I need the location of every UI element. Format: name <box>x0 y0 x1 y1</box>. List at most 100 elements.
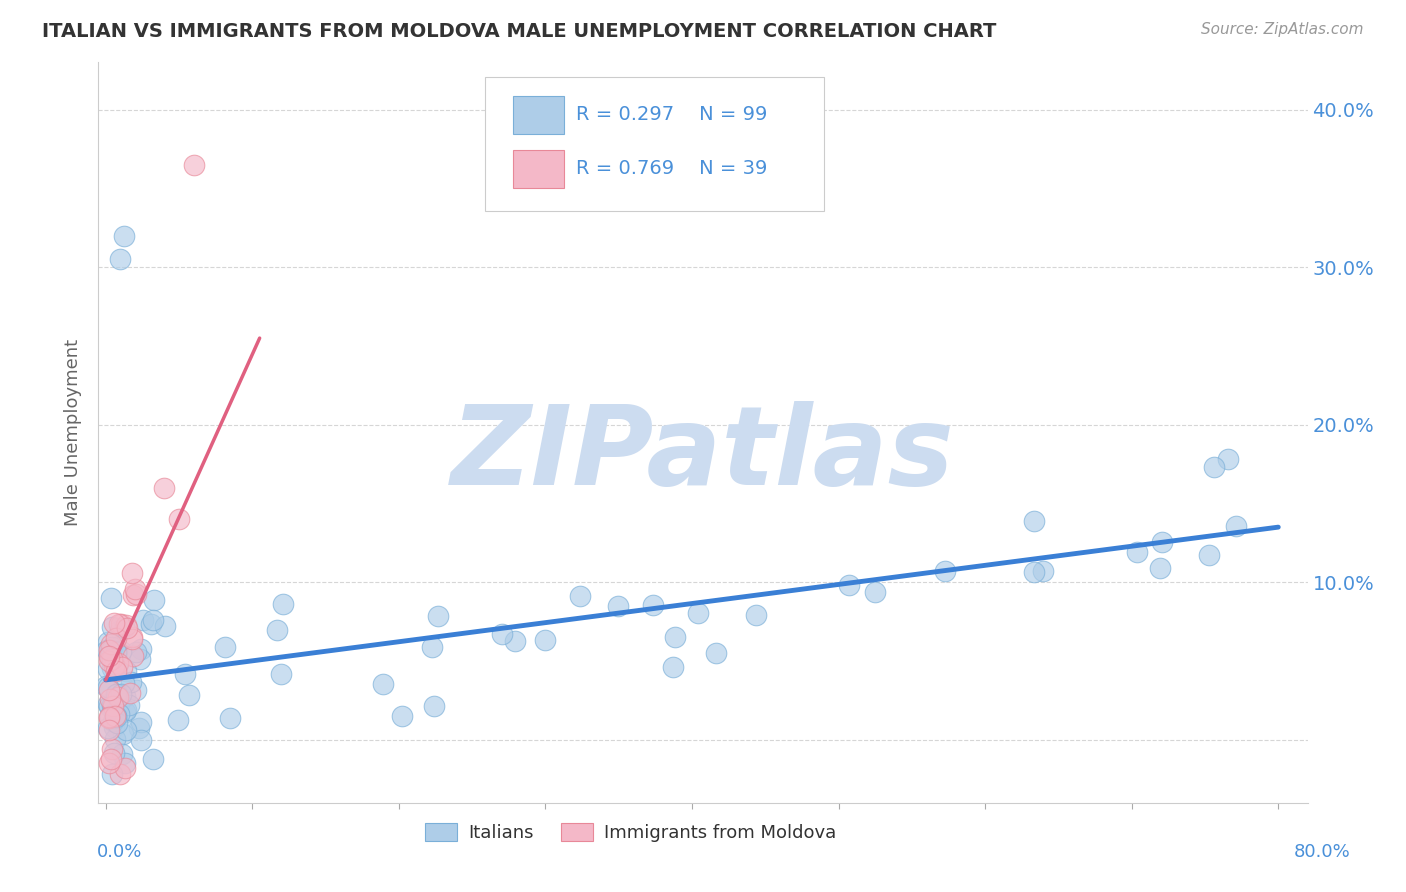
Point <box>100 752 122 766</box>
Text: Source: ZipAtlas.com: Source: ZipAtlas.com <box>1201 22 1364 37</box>
Text: R = 0.769    N = 39: R = 0.769 N = 39 <box>576 159 768 178</box>
Point <box>167 713 190 727</box>
Point <box>104 645 127 659</box>
Point <box>214 640 236 654</box>
Point <box>97 711 120 725</box>
Point <box>533 632 555 647</box>
Text: ITALIAN VS IMMIGRANTS FROM MOLDOVA MALE UNEMPLOYMENT CORRELATION CHART: ITALIAN VS IMMIGRANTS FROM MOLDOVA MALE … <box>42 22 997 41</box>
Point <box>142 752 165 766</box>
Point <box>112 621 135 635</box>
Point <box>101 661 124 675</box>
Point <box>98 683 121 698</box>
Point <box>111 660 134 674</box>
Point <box>103 615 125 630</box>
Point <box>104 709 127 723</box>
Point <box>1125 545 1147 559</box>
Point <box>142 613 165 627</box>
Point <box>101 620 124 634</box>
Point <box>110 687 132 701</box>
Point <box>745 608 768 623</box>
FancyBboxPatch shape <box>513 95 564 135</box>
Point <box>1225 519 1247 533</box>
Point <box>114 664 136 678</box>
Point <box>218 711 240 725</box>
Point <box>98 691 121 706</box>
Point <box>104 710 127 724</box>
Point <box>1022 514 1045 528</box>
Point <box>97 756 120 771</box>
Point <box>1149 561 1171 575</box>
Point <box>112 675 135 690</box>
Point <box>125 682 148 697</box>
Point <box>1150 535 1173 549</box>
Point <box>503 634 526 648</box>
Point <box>643 598 665 612</box>
Point <box>97 654 120 668</box>
Point <box>373 677 395 691</box>
Point <box>153 619 176 633</box>
Point <box>104 687 127 701</box>
Point <box>101 652 124 666</box>
Point <box>103 706 125 721</box>
FancyBboxPatch shape <box>513 150 564 188</box>
Point <box>129 714 152 729</box>
Point <box>1204 459 1226 474</box>
Point <box>104 708 127 723</box>
Point <box>107 656 129 670</box>
Legend: Italians, Immigrants from Moldova: Italians, Immigrants from Moldova <box>418 815 844 849</box>
Point <box>110 644 132 658</box>
Point <box>96 679 118 693</box>
Point <box>100 636 122 650</box>
Point <box>101 767 124 781</box>
Point <box>100 642 122 657</box>
Point <box>118 698 141 712</box>
Point <box>115 622 138 636</box>
Point <box>120 674 142 689</box>
Point <box>114 618 136 632</box>
Point <box>686 607 709 621</box>
Point <box>179 689 201 703</box>
Point <box>96 642 118 657</box>
Point <box>104 731 127 746</box>
Point <box>125 645 148 659</box>
Point <box>110 767 132 781</box>
Point <box>420 640 443 654</box>
Point <box>128 721 150 735</box>
Point <box>108 623 131 637</box>
Point <box>114 705 136 719</box>
Point <box>114 228 136 243</box>
Point <box>108 698 131 712</box>
Point <box>104 664 127 678</box>
Point <box>105 658 128 673</box>
Point <box>100 591 122 606</box>
Point <box>167 512 190 526</box>
Point <box>111 747 134 761</box>
Text: 80.0%: 80.0% <box>1294 843 1350 861</box>
Point <box>101 698 124 712</box>
Point <box>391 708 413 723</box>
Point <box>100 640 122 654</box>
Point <box>491 626 513 640</box>
FancyBboxPatch shape <box>485 78 824 211</box>
Point <box>97 680 120 694</box>
Point <box>132 613 155 627</box>
Point <box>121 632 143 646</box>
Point <box>664 631 686 645</box>
Point <box>114 756 136 771</box>
Point <box>174 666 197 681</box>
Point <box>103 658 125 673</box>
Point <box>124 582 146 597</box>
Point <box>934 564 956 578</box>
Point <box>153 481 176 495</box>
Point <box>423 699 446 714</box>
Point <box>1198 549 1220 563</box>
Point <box>115 723 138 737</box>
Point <box>838 578 860 592</box>
Point <box>114 689 136 703</box>
Point <box>97 643 120 657</box>
Point <box>103 746 125 760</box>
Point <box>105 631 128 645</box>
Point <box>183 158 205 172</box>
Point <box>131 642 153 657</box>
Point <box>107 616 129 631</box>
